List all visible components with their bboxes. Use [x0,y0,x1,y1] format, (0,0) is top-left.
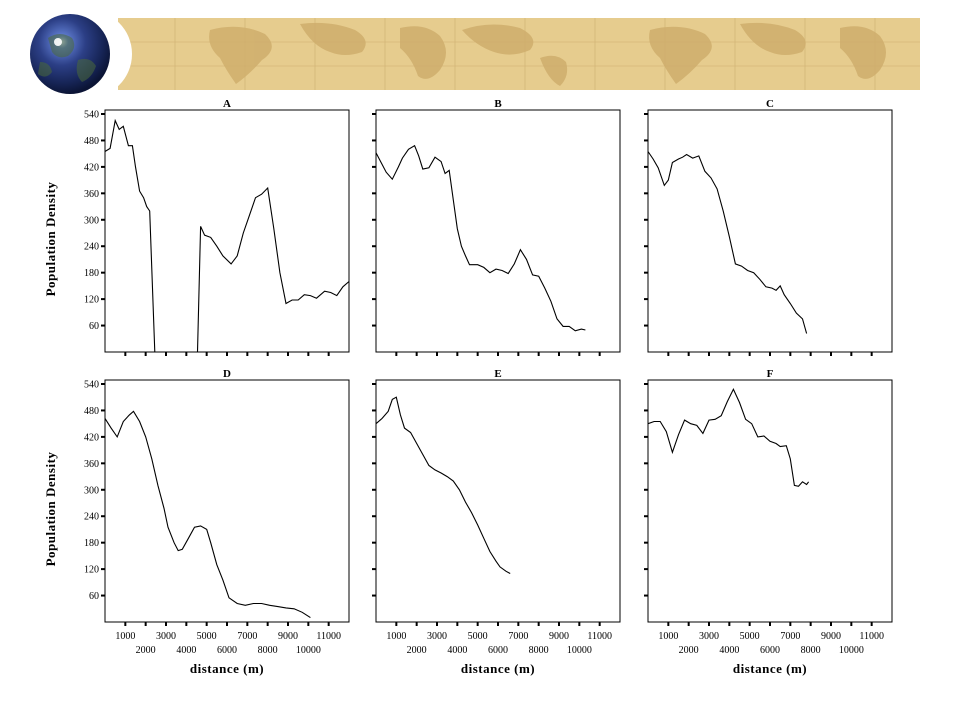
x-tick-label: 8000 [801,645,821,656]
banner-continents [209,22,886,86]
series-line-a-0 [104,118,156,353]
panel-frame-f [647,379,893,623]
series-line-c-0 [647,151,808,334]
x-tick-label: 11000 [859,631,884,642]
y-tick-label: 180 [84,268,99,279]
y-tick-label: 120 [84,295,99,306]
x-tick-label: 8000 [529,645,549,656]
series-line-a-1 [196,186,350,353]
x-tick-label: 4000 [176,645,196,656]
x-tick-label: 3000 [699,631,719,642]
series-line-b-0 [375,144,586,332]
x-tick-label: 2000 [679,645,699,656]
x-tick-label: 9000 [549,631,569,642]
x-tick-label: 5000 [740,631,760,642]
y-axis-title: Population Density [43,452,58,567]
x-tick-label: 9000 [278,631,298,642]
panel-title-e: E [494,368,501,380]
x-tick-label: 4000 [719,645,739,656]
y-tick-label: 300 [84,485,99,496]
x-tick-label: 8000 [258,645,278,656]
decorative-banner [30,10,920,98]
panel-frame-d [104,379,350,623]
x-tick-label: 1000 [386,631,406,642]
panel-title-a: A [223,98,231,110]
y-tick-label: 540 [84,110,99,121]
series-line-d-0 [104,410,311,619]
y-tick-label: 420 [84,162,99,173]
y-tick-label: 60 [89,321,99,332]
x-tick-label: 3000 [156,631,176,642]
x-tick-label: 1000 [658,631,678,642]
x-tick-label: 4000 [447,645,467,656]
x-tick-label: 3000 [427,631,447,642]
globe-landmass [38,34,96,82]
panel-frame-c [647,109,893,353]
x-tick-label: 5000 [197,631,217,642]
panel-frame-e [375,379,621,623]
x-tick-label: 7000 [780,631,800,642]
panel-title-c: C [766,98,774,110]
y-tick-label: 60 [89,591,99,602]
y-tick-label: 300 [84,215,99,226]
x-tick-label: 10000 [839,645,864,656]
x-tick-label: 6000 [760,645,780,656]
x-axis-title: distance (m) [733,661,807,676]
y-tick-label: 360 [84,189,99,200]
series-line-f-0 [647,388,810,487]
x-tick-label: 5000 [468,631,488,642]
y-axis-title: Population Density [43,182,58,297]
x-axis-title: distance (m) [190,661,264,676]
x-tick-label: 9000 [821,631,841,642]
panel-title-d: D [223,368,231,380]
y-tick-label: 480 [84,406,99,417]
x-tick-label: 6000 [217,645,237,656]
globe-highlight [54,38,62,46]
panel-frame-a [104,109,350,353]
y-tick-label: 120 [84,565,99,576]
x-tick-label: 2000 [136,645,156,656]
series-line-e-0 [375,396,511,574]
y-tick-label: 420 [84,432,99,443]
panel-title-b: B [494,98,502,110]
y-tick-label: 240 [84,242,99,253]
x-tick-label: 7000 [508,631,528,642]
x-tick-label: 11000 [587,631,612,642]
y-tick-label: 480 [84,136,99,147]
x-tick-label: 6000 [488,645,508,656]
x-tick-label: 10000 [567,645,592,656]
y-tick-label: 540 [84,380,99,391]
x-tick-label: 10000 [296,645,321,656]
y-tick-label: 240 [84,512,99,523]
x-tick-label: 1000 [115,631,135,642]
x-tick-label: 2000 [407,645,427,656]
x-tick-label: 11000 [316,631,341,642]
panel-title-f: F [767,368,774,380]
x-axis-title: distance (m) [461,661,535,676]
y-tick-label: 180 [84,538,99,549]
y-tick-label: 360 [84,459,99,470]
x-tick-label: 7000 [237,631,257,642]
